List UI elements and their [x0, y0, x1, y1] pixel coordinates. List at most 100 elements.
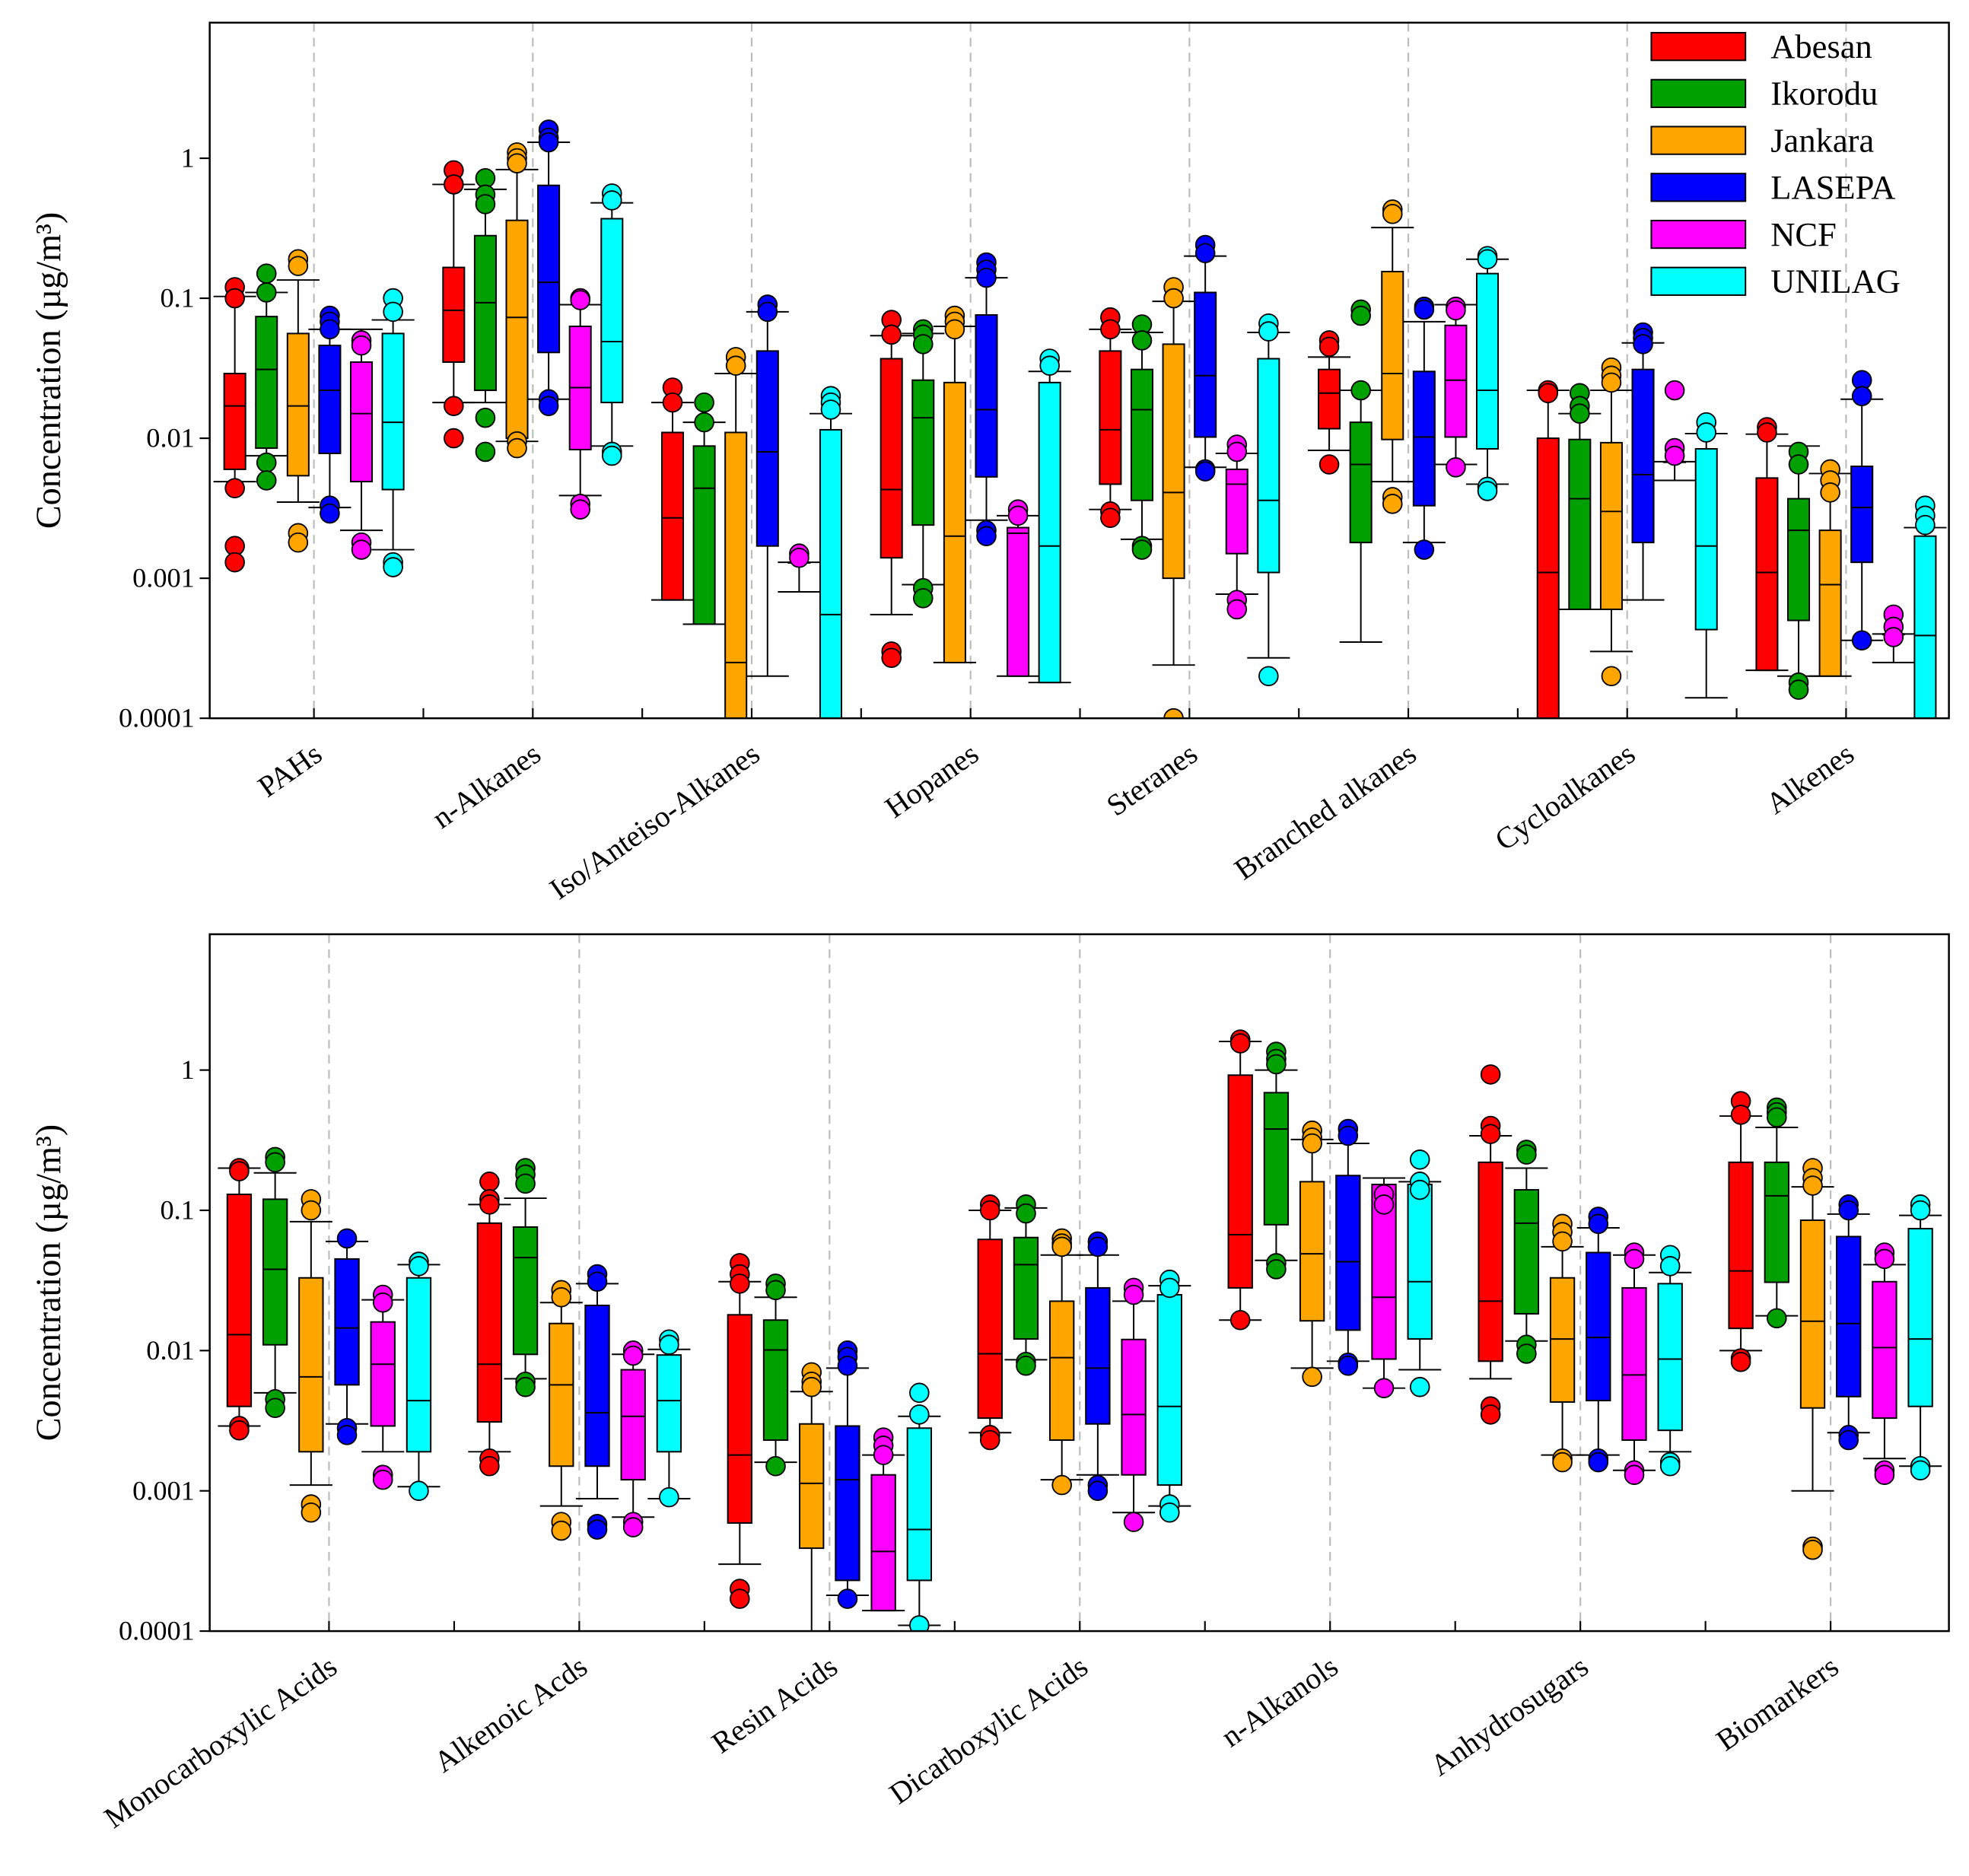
iqr-box [911, 379, 935, 526]
outlier-point [320, 503, 340, 524]
iqr-box [1257, 358, 1280, 574]
outlier-point [1570, 403, 1590, 424]
box-lasepa [325, 1228, 369, 1445]
iqr-box [1631, 368, 1655, 544]
legend-swatch [1650, 219, 1747, 250]
outlier-point [1477, 481, 1498, 501]
outlier-point [837, 1588, 858, 1609]
iqr-box [1694, 448, 1718, 631]
outlier-point [909, 1382, 930, 1404]
outlier-point [1516, 1144, 1537, 1165]
iqr-box [727, 1314, 752, 1524]
category-label: Branched alkanes [1228, 736, 1422, 886]
outlier-point [1802, 1539, 1823, 1560]
outlier-point [602, 445, 622, 466]
outlier-point [1624, 1464, 1645, 1485]
iqr-box [819, 428, 842, 719]
outlier-point [475, 407, 496, 428]
iqr-box [656, 1354, 682, 1453]
y-axis-label: Concentration (µg/m³) [29, 1124, 68, 1441]
box-ikorodu [754, 1273, 797, 1477]
box-unilag [1398, 1149, 1442, 1397]
outlier-point [1802, 1175, 1823, 1196]
iqr-box [549, 1322, 574, 1467]
outlier-point [1414, 299, 1435, 320]
iqr-box [1599, 441, 1623, 610]
box-abesan [468, 1172, 511, 1477]
box-ncf [997, 499, 1040, 677]
outlier-point [881, 324, 902, 345]
outlier-point [444, 428, 464, 449]
outlier-point [224, 552, 245, 573]
outlier-point [587, 1271, 608, 1293]
iqr-box [1227, 1074, 1253, 1289]
outlier-point [1730, 1105, 1751, 1125]
outlier-point [757, 301, 778, 323]
iqr-box [692, 445, 716, 625]
box-jankara [1371, 199, 1414, 514]
iqr-box [906, 1427, 933, 1582]
outlier-point [979, 1200, 1000, 1221]
iqr-box [370, 1321, 396, 1427]
iqr-box [349, 361, 374, 483]
box-lasepa [1184, 234, 1227, 482]
outlier-point [1446, 457, 1466, 478]
outlier-point [1664, 380, 1685, 401]
outlier-point [1664, 445, 1685, 466]
iqr-box [406, 1277, 432, 1453]
outlier-point [1552, 1452, 1573, 1473]
category-label: Alkenoic Acds [428, 1649, 593, 1779]
iqr-box [880, 358, 903, 559]
outlier-point [1838, 1429, 1859, 1451]
outlier-point [1373, 1378, 1395, 1398]
box-abesan [213, 277, 256, 573]
outlier-point [1480, 1064, 1501, 1085]
outlier-point [409, 1256, 429, 1277]
y-tick-label: 0.1 [160, 283, 194, 313]
iqr-box [537, 184, 561, 354]
category-label: Anhydrosugars [1424, 1649, 1594, 1782]
outlier-point [725, 355, 746, 376]
outlier-point [1788, 454, 1809, 475]
outlier-point [383, 301, 403, 323]
box-abesan [1745, 417, 1789, 672]
box-ikorodu [1339, 299, 1382, 644]
category-label: Biomarkers [1710, 1649, 1845, 1757]
box-jankara [495, 142, 539, 459]
iqr-box [298, 1277, 324, 1453]
box-jankara [1808, 459, 1852, 677]
outlier-point [1477, 249, 1498, 270]
category-label: n-Alkanes [426, 736, 547, 835]
outlier-point [976, 526, 997, 547]
outlier-point [1910, 1460, 1931, 1481]
panel-2: 0.0001 0.001 0.01 0.1 1 Concentration (µg/m³)… [29, 933, 1950, 1835]
box-ncf [1215, 434, 1258, 620]
iqr-box [1013, 1236, 1039, 1340]
box-ncf [1112, 1277, 1156, 1532]
box-unilag [1148, 1269, 1191, 1523]
outlier-point [1757, 422, 1777, 443]
box-ikorodu [1120, 314, 1164, 560]
iqr-box [1121, 1338, 1147, 1476]
outlier-point [881, 647, 902, 669]
category-label: Iso/Anteiso-Alkanes [543, 736, 765, 906]
category-label: Resin Acids [706, 1649, 844, 1760]
y-axis-label: Concentration (µg/m³) [29, 212, 68, 529]
outlier-point [265, 1397, 285, 1419]
iqr-box [318, 345, 342, 454]
outlier-point [659, 1334, 679, 1355]
outlier-point [507, 153, 527, 173]
outlier-point [1226, 599, 1248, 620]
box-lasepa [825, 1340, 869, 1609]
iqr-box [512, 1226, 539, 1356]
outlier-point [1100, 507, 1121, 529]
iqr-box [262, 1198, 288, 1346]
iqr-box [1818, 529, 1842, 677]
outlier-point [1538, 383, 1559, 404]
outlier-point [1659, 1256, 1681, 1277]
box-unilag [809, 386, 853, 719]
box-lasepa [1576, 1207, 1620, 1473]
outlier-point [1874, 1248, 1895, 1270]
iqr-box [1130, 368, 1153, 501]
outlier-point [475, 441, 496, 463]
